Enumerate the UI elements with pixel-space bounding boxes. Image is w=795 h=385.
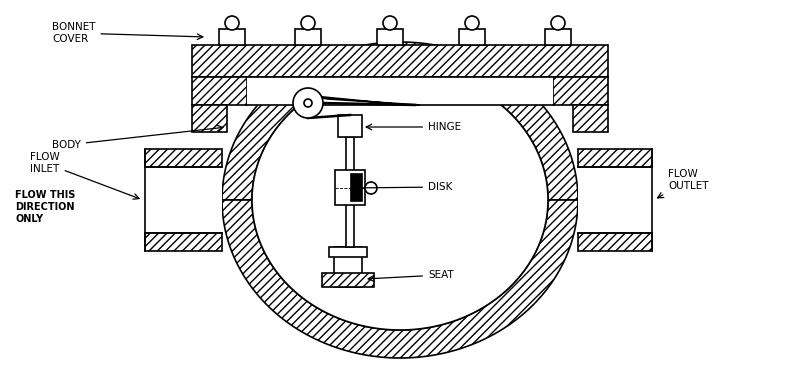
Circle shape: [365, 182, 377, 194]
Bar: [545, 29, 571, 45]
Polygon shape: [222, 42, 578, 200]
Circle shape: [383, 16, 397, 30]
Text: SEAT: SEAT: [368, 270, 454, 281]
Bar: [145, 167, 222, 233]
Polygon shape: [145, 149, 222, 167]
Polygon shape: [303, 95, 420, 105]
Polygon shape: [252, 70, 548, 330]
Circle shape: [465, 16, 479, 30]
Circle shape: [301, 16, 315, 30]
Polygon shape: [553, 77, 608, 105]
Text: HINGE: HINGE: [366, 122, 461, 132]
Bar: [219, 29, 245, 45]
Bar: [346, 137, 354, 247]
Bar: [247, 77, 553, 105]
Bar: [578, 167, 652, 233]
Bar: [377, 29, 403, 45]
Text: DISK: DISK: [355, 182, 452, 192]
Bar: [338, 115, 362, 137]
Text: BODY: BODY: [52, 126, 223, 150]
Text: FLOW
INLET: FLOW INLET: [30, 152, 139, 199]
Circle shape: [304, 99, 312, 107]
Bar: [334, 247, 362, 287]
Polygon shape: [252, 70, 548, 330]
Polygon shape: [222, 200, 578, 358]
Polygon shape: [145, 233, 222, 251]
Text: FLOW
OUTLET: FLOW OUTLET: [657, 169, 708, 198]
Bar: [351, 174, 362, 201]
Polygon shape: [192, 45, 608, 77]
Polygon shape: [192, 105, 227, 132]
Polygon shape: [192, 77, 247, 105]
Text: BONNET
COVER: BONNET COVER: [52, 22, 203, 44]
Circle shape: [293, 88, 323, 118]
Circle shape: [225, 16, 239, 30]
Text: FLOW THIS
DIRECTION
ONLY: FLOW THIS DIRECTION ONLY: [15, 191, 76, 224]
Polygon shape: [578, 149, 652, 167]
Bar: [329, 247, 367, 257]
Polygon shape: [322, 273, 374, 287]
Bar: [459, 29, 485, 45]
Bar: [295, 29, 321, 45]
Polygon shape: [578, 233, 652, 251]
Circle shape: [551, 16, 565, 30]
Polygon shape: [573, 105, 608, 132]
Bar: [335, 170, 365, 205]
